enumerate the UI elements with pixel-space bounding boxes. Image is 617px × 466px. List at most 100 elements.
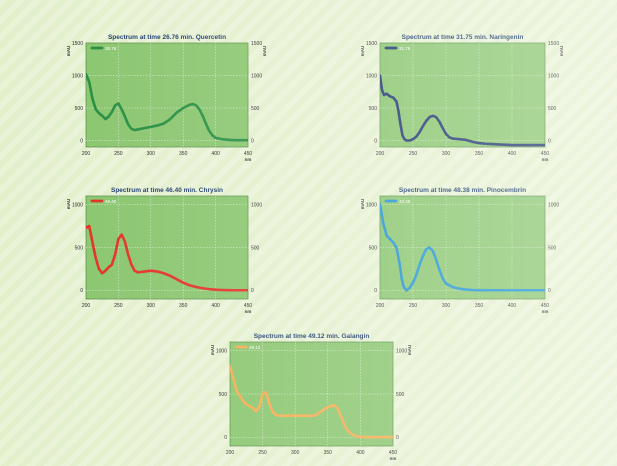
x-tick-label: 300	[442, 303, 451, 309]
y-tick-label-right: 1000	[251, 202, 262, 208]
chart-title: Spectrum at time 26.76 min. Quercetin	[108, 34, 226, 41]
y-axis-label-left: mAU	[360, 199, 365, 210]
x-tick-label: 350	[475, 303, 484, 309]
spectrum-chart-1: Spectrum at time 26.76 min. Quercetin 200…	[66, 34, 267, 162]
x-tick-label: 250	[409, 151, 418, 157]
y-tick-label-right: 500	[251, 106, 260, 112]
chart-title: Spectrum at time 31.75 min. Naringenin	[402, 34, 524, 41]
y-axis-label-right: mAU	[407, 345, 412, 356]
spectrum-chart-2: Spectrum at time 31.75 min. Naringenin 20…	[360, 34, 564, 162]
y-tick-label-left: 0	[80, 288, 83, 294]
x-tick-label: 350	[324, 450, 333, 456]
x-tick-label: 400	[211, 151, 220, 157]
y-tick-label-right: 1000	[251, 73, 262, 79]
y-tick-label-left: 500	[369, 245, 378, 251]
y-axis-label-left: mAU	[210, 345, 215, 356]
x-tick-label: 250	[114, 151, 123, 157]
y-tick-label-left: 1000	[366, 73, 377, 79]
y-axis-label-right: mAU	[262, 46, 267, 57]
x-tick-label: 250	[114, 303, 123, 309]
x-axis-label: nm	[542, 157, 549, 162]
x-tick-label: 300	[442, 151, 451, 157]
x-tick-label: 300	[291, 450, 300, 456]
y-tick-label-right: 1500	[548, 41, 559, 47]
y-tick-label-left: 0	[224, 435, 227, 441]
y-tick-label-left: 0	[374, 288, 377, 294]
x-tick-label: 400	[508, 151, 517, 157]
x-tick-label: 250	[258, 450, 267, 456]
x-axis-label: nm	[245, 157, 252, 162]
y-tick-label-right: 1000	[548, 202, 559, 208]
y-tick-label-left: 1000	[216, 348, 227, 354]
y-tick-label-left: 1000	[72, 73, 83, 79]
legend-label: 26.76	[105, 46, 117, 51]
legend-label: 49.12	[249, 345, 261, 350]
y-tick-label-left: 1500	[72, 41, 83, 47]
y-tick-label-left: 1000	[366, 202, 377, 208]
x-tick-label: 200	[376, 303, 385, 309]
y-axis-label-left: mAU	[66, 46, 71, 57]
y-tick-label-left: 500	[219, 392, 228, 398]
x-tick-label: 450	[244, 151, 253, 157]
plot-area	[379, 42, 546, 148]
spectrum-chart-4: Spectrum at time 48.38 min. Pinocembrin 2…	[360, 187, 559, 314]
y-tick-label-right: 1500	[251, 41, 262, 47]
chart-title: Spectrum at time 48.38 min. Pinocembrin	[399, 187, 526, 194]
x-tick-label: 350	[179, 303, 188, 309]
y-tick-label-left: 0	[80, 138, 83, 144]
x-axis-label: nm	[390, 456, 397, 461]
y-tick-label-right: 0	[548, 138, 551, 144]
series-line	[86, 224, 248, 292]
x-tick-label: 400	[211, 303, 220, 309]
x-tick-label: 200	[376, 151, 385, 157]
x-tick-label: 300	[147, 151, 156, 157]
y-tick-label-right: 0	[251, 138, 254, 144]
y-axis-label-right: mAU	[559, 46, 564, 57]
spectrum-chart-5: Spectrum at time 49.12 min. Galangin 200 2…	[210, 333, 412, 461]
y-tick-label-right: 1000	[548, 73, 559, 79]
y-tick-label-right: 1000	[396, 348, 407, 354]
plot-area	[85, 42, 249, 148]
y-axis-label-left: mAU	[360, 46, 365, 57]
x-tick-label: 200	[82, 151, 91, 157]
y-axis-label-left: mAU	[66, 199, 71, 210]
x-tick-label: 450	[541, 303, 550, 309]
y-tick-label-right: 0	[251, 288, 254, 294]
y-tick-label-right: 500	[396, 392, 405, 398]
y-tick-label-right: 500	[548, 245, 557, 251]
x-tick-label: 200	[82, 303, 91, 309]
y-tick-label-right: 0	[548, 288, 551, 294]
legend-label: 31.75	[399, 46, 411, 51]
x-tick-label: 450	[389, 450, 398, 456]
y-tick-label-left: 1500	[366, 41, 377, 47]
y-tick-label-right: 0	[396, 435, 399, 441]
series-line	[86, 72, 248, 142]
y-tick-label-left: 500	[369, 106, 378, 112]
x-axis-label: nm	[245, 309, 252, 314]
x-tick-label: 250	[409, 303, 418, 309]
x-tick-label: 350	[475, 151, 484, 157]
y-tick-label-right: 500	[548, 106, 557, 112]
x-tick-label: 400	[508, 303, 517, 309]
chart-title: Spectrum at time 49.12 min. Galangin	[254, 333, 370, 340]
legend-label: 46.40	[105, 199, 117, 204]
chart-title: Spectrum at time 46.40 min. Chrysin	[111, 187, 223, 194]
series-line	[380, 203, 545, 292]
x-tick-label: 200	[226, 450, 235, 456]
y-tick-label-left: 1000	[72, 202, 83, 208]
x-tick-label: 450	[244, 303, 253, 309]
x-tick-label: 300	[147, 303, 156, 309]
y-tick-label-right: 500	[251, 245, 260, 251]
x-tick-label: 400	[356, 450, 365, 456]
y-tick-label-left: 500	[75, 106, 84, 112]
spectrum-chart-3: Spectrum at time 46.40 min. Chrysin 200 25…	[66, 187, 262, 314]
x-tick-label: 350	[179, 151, 188, 157]
y-tick-label-left: 0	[374, 138, 377, 144]
y-tick-label-left: 500	[75, 245, 84, 251]
x-axis-label: nm	[542, 309, 549, 314]
series-line	[380, 74, 545, 147]
x-tick-label: 450	[541, 151, 550, 157]
series-line	[230, 364, 393, 439]
